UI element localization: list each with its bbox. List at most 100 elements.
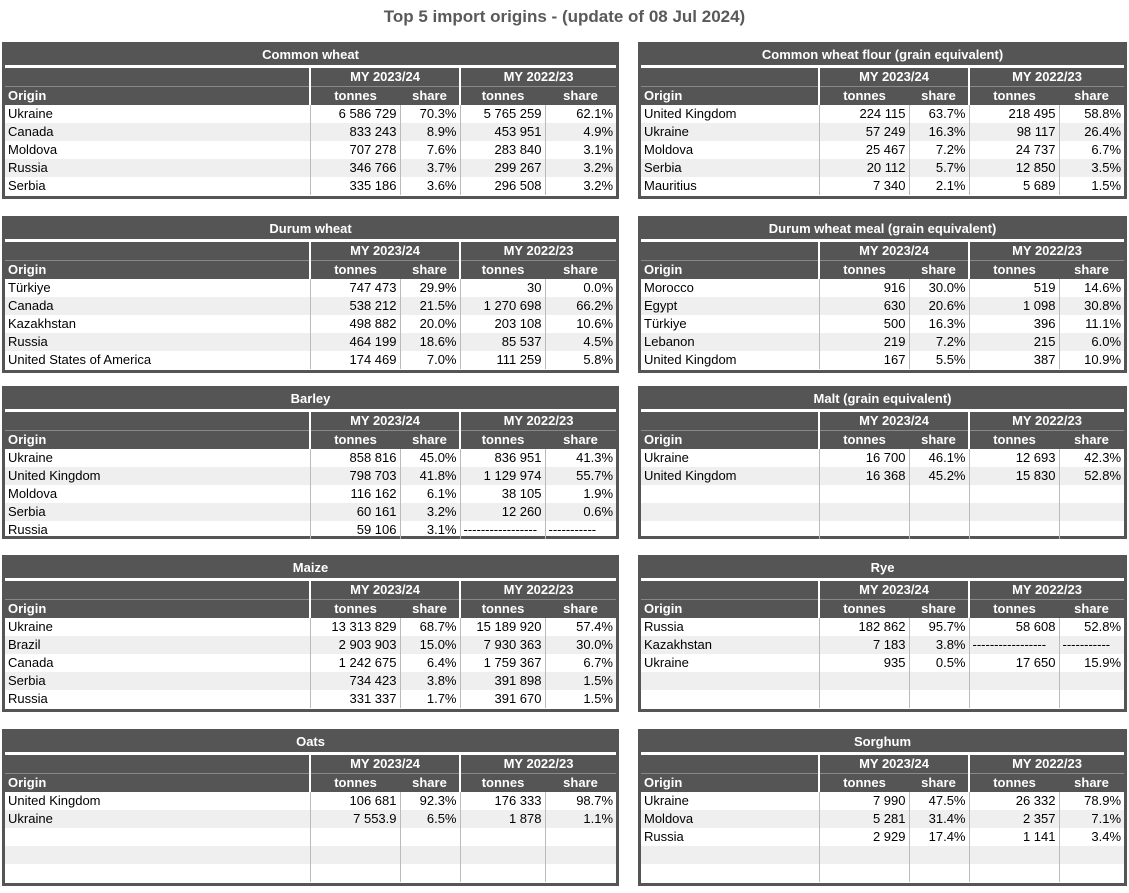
title-row: Maize xyxy=(5,558,616,581)
value-cell: 30 xyxy=(459,279,545,297)
column-header-row: Origin tonnes share tonnes share xyxy=(641,430,1125,449)
data-row: Russia 331 337 1.7% 391 670 1.5% xyxy=(5,690,616,708)
value-cell: 335 186 xyxy=(309,177,400,195)
data-row xyxy=(641,846,1125,864)
value-cell: 6.7% xyxy=(544,654,616,672)
value-cell: 7.1% xyxy=(1058,810,1125,828)
table-title: Rye xyxy=(641,558,1125,581)
value-cell: 538 212 xyxy=(309,297,400,315)
value-cell: 29.9% xyxy=(399,279,460,297)
column-header-row: Origin tonnes share tonnes share xyxy=(641,599,1125,618)
header-blank xyxy=(5,410,310,431)
value-cell: 3.8% xyxy=(399,672,460,690)
value-cell xyxy=(908,864,969,882)
column-header-row: Origin tonnes share tonnes share xyxy=(5,773,617,792)
value-cell: 387 xyxy=(968,351,1059,369)
value-cell: 182 862 xyxy=(818,618,909,636)
period-row: MY 2023/24 MY 2022/23 xyxy=(5,66,617,87)
column-header: share xyxy=(545,260,617,279)
value-cell: 5.5% xyxy=(908,351,969,369)
column-header: share xyxy=(909,773,969,792)
origin-cell: Kazakhstan xyxy=(641,636,819,654)
data-row: Türkiye 747 473 29.9% 30 0.0% xyxy=(5,279,617,297)
value-cell: 6 586 729 xyxy=(309,105,400,123)
value-cell: 630 xyxy=(818,297,909,315)
period-label: MY 2023/24 xyxy=(818,579,969,600)
value-cell xyxy=(908,672,969,690)
data-row: Canada 538 212 21.5% 1 270 698 66.2% xyxy=(5,297,617,315)
value-cell: 14.6% xyxy=(1058,279,1125,297)
column-header-row: Origin tonnes share tonnes share xyxy=(641,773,1125,792)
header-blank xyxy=(641,410,819,431)
column-header: share xyxy=(909,599,969,618)
data-row: Ukraine 7 990 47.5% 26 332 78.9% xyxy=(641,792,1125,810)
title-row: Rye xyxy=(641,558,1125,581)
origin-cell: Serbia xyxy=(5,672,310,690)
value-cell: 346 766 xyxy=(309,159,400,177)
origin-cell: Ukraine xyxy=(5,810,310,828)
period-label: MY 2022/23 xyxy=(459,579,616,600)
table-block: Durum wheat meal (grain equivalent) MY 20… xyxy=(638,216,1127,373)
value-cell xyxy=(818,864,909,882)
column-header: share xyxy=(545,599,616,618)
origin-cell xyxy=(641,503,819,521)
period-row: MY 2023/24 MY 2022/23 xyxy=(5,753,617,774)
column-header: share xyxy=(909,86,969,105)
origin-header: Origin xyxy=(5,86,310,105)
origin-cell xyxy=(641,521,819,539)
value-cell: 391 670 xyxy=(459,690,545,708)
origin-cell xyxy=(641,485,819,503)
column-header: tonnes xyxy=(968,773,1059,792)
origin-cell: Ukraine xyxy=(644,655,689,670)
column-header: share xyxy=(400,773,460,792)
data-table: Barley MY 2023/24 MY 2022/23 Origin tonnes sh… xyxy=(5,389,617,539)
data-row: United Kingdom 106 681 92.3% 176 333 98.7% xyxy=(5,792,617,810)
origin-header: Origin xyxy=(641,86,819,105)
table-title: Barley xyxy=(5,389,617,412)
origin-cell: Türkiye xyxy=(8,280,51,295)
value-cell: 0.5% xyxy=(908,654,969,672)
period-label: MY 2022/23 xyxy=(967,410,1125,431)
period-row: MY 2023/24 MY 2022/23 xyxy=(641,240,1125,261)
column-header: tonnes xyxy=(818,260,909,279)
value-cell: 57.4% xyxy=(544,618,616,636)
column-header: share xyxy=(909,260,969,279)
value-cell xyxy=(908,485,969,503)
data-row: United States of America 174 469 7.0% 111 2… xyxy=(5,351,617,369)
value-cell: 25 467 xyxy=(818,141,909,159)
value-cell: 98.7% xyxy=(544,792,617,810)
data-row: Ukraine 57 249 16.3% 98 117 26.4% xyxy=(641,123,1125,141)
value-cell xyxy=(818,485,909,503)
column-header: share xyxy=(1059,260,1125,279)
origin-cell: Russia xyxy=(644,619,684,634)
column-header: tonnes xyxy=(459,599,545,618)
column-header-row: Origin tonnes share tonnes share xyxy=(5,430,617,449)
value-cell: 59 106 xyxy=(309,521,400,539)
origin-cell: Ukraine xyxy=(644,793,689,808)
data-row: United Kingdom 167 5.5% 387 10.9% xyxy=(641,351,1125,369)
value-cell xyxy=(1058,485,1125,503)
value-cell: 2 357 xyxy=(968,810,1059,828)
value-cell: 20 112 xyxy=(818,159,909,177)
origin-cell: Moldova xyxy=(641,810,819,828)
value-cell xyxy=(908,846,969,864)
value-cell: 453 951 xyxy=(459,123,545,141)
value-cell: 331 337 xyxy=(309,690,400,708)
value-cell xyxy=(968,485,1059,503)
value-cell: 85 537 xyxy=(459,333,545,351)
origin-cell: Russia xyxy=(644,829,684,844)
table-block: Sorghum MY 2023/24 MY 2022/23 Origin tonnes s… xyxy=(638,729,1127,886)
data-row: Ukraine 858 816 45.0% 836 951 41.3% xyxy=(5,449,617,467)
period-row: MY 2023/24 MY 2022/23 xyxy=(641,753,1125,774)
value-cell: 47.5% xyxy=(908,792,969,810)
origin-cell: Moldova xyxy=(644,142,694,157)
data-row: Mauritius 7 340 2.1% 5 689 1.5% xyxy=(641,177,1125,195)
value-cell: 498 882 xyxy=(309,315,400,333)
value-cell: 391 898 xyxy=(459,672,545,690)
value-cell: 935 xyxy=(818,654,909,672)
data-row: Ukraine 935 0.5% 17 650 15.9% xyxy=(641,654,1125,672)
value-cell: 7 990 xyxy=(818,792,909,810)
column-header: tonnes xyxy=(459,430,545,449)
value-cell: 3.4% xyxy=(1058,828,1125,846)
